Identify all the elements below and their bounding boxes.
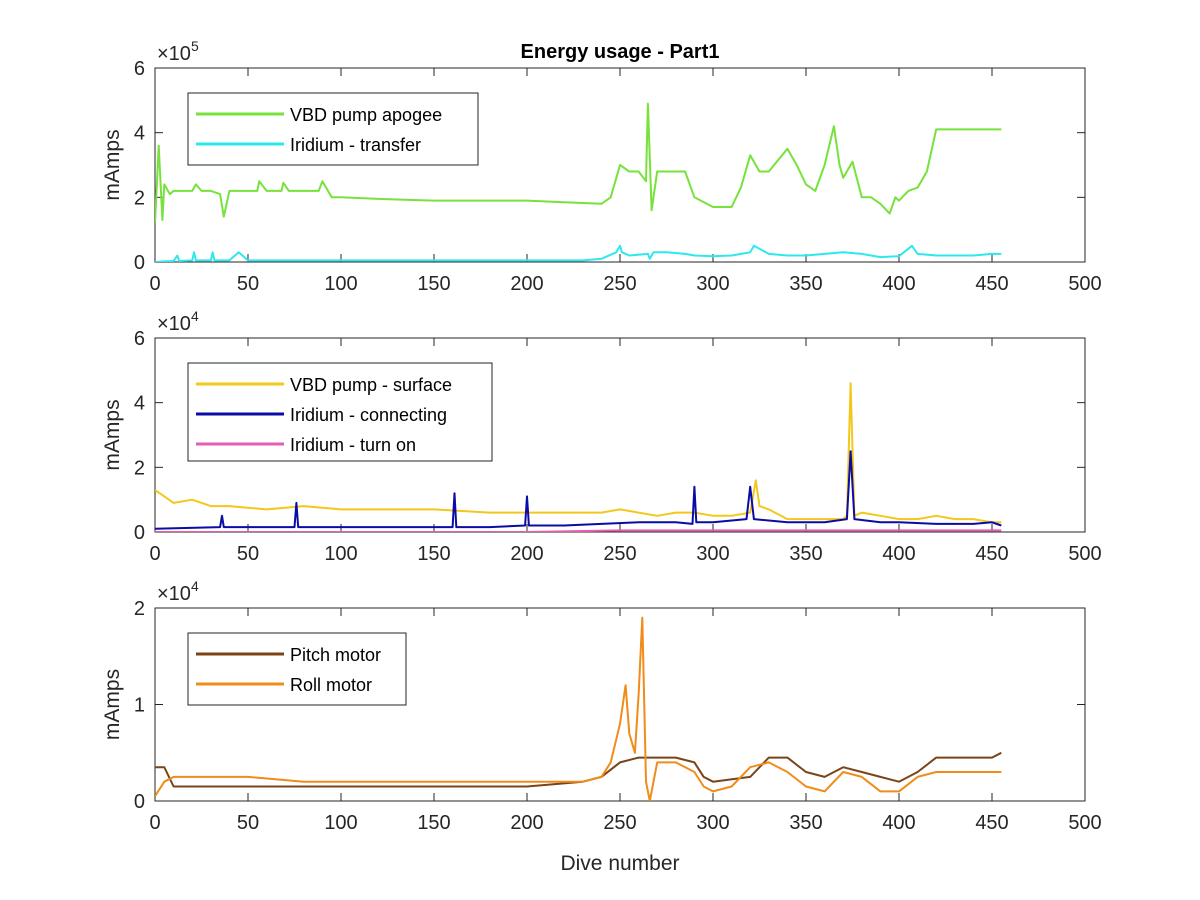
x-tick-label: 200: [510, 543, 543, 565]
x-tick-label: 50: [237, 812, 259, 834]
x-tick-label: 100: [324, 273, 357, 295]
x-tick-label: 350: [789, 273, 822, 295]
x-tick-label: 350: [789, 812, 822, 834]
series-line-2-1: [155, 382, 1002, 524]
legend-label: VBD pump - surface: [290, 375, 452, 395]
legend-label: Iridium - transfer: [290, 135, 421, 155]
series-line-2-3: [155, 529, 1002, 532]
figure-title: Energy usage - Part1: [521, 41, 720, 63]
y-tick-label: 2: [134, 598, 145, 620]
series-line-1-2: [155, 244, 1002, 262]
series-line-3-2: [155, 616, 1002, 801]
legend-label: Roll motor: [290, 675, 372, 695]
x-tick-label: 300: [696, 543, 729, 565]
x-tick-label: 350: [789, 543, 822, 565]
legend-box: [187, 92, 479, 166]
x-tick-label: 450: [975, 273, 1008, 295]
x-tick-label: 450: [975, 812, 1008, 834]
x-tick-label: 150: [417, 273, 450, 295]
x-axis-label: Dive number: [560, 852, 679, 875]
x-tick-label: 0: [149, 812, 160, 834]
series-line-3-1: [155, 751, 1002, 788]
series-line-1-1: [155, 102, 1002, 224]
y-axis-label: mAmps: [101, 399, 124, 470]
x-tick-label: 150: [417, 812, 450, 834]
x-tick-label: 100: [324, 812, 357, 834]
y-tick-label: 2: [134, 187, 145, 209]
x-tick-label: 100: [324, 543, 357, 565]
y-tick-label: 2: [134, 457, 145, 479]
x-tick-label: 200: [510, 273, 543, 295]
subplots: 0 50 100 150 200 250 300 350 400 450 5000246×105mA…: [101, 38, 1102, 834]
x-tick-label: 150: [417, 543, 450, 565]
y-exponent-base: ×10: [157, 583, 191, 605]
y-tick-label: 0: [134, 522, 145, 544]
x-tick-label: 400: [882, 812, 915, 834]
x-tick-label: 400: [882, 543, 915, 565]
x-tick-label: 500: [1068, 812, 1101, 834]
legend: Pitch motor Roll motor: [187, 632, 407, 706]
y-tick-label: 1: [134, 695, 145, 717]
y-tick-label: 6: [134, 328, 145, 350]
x-tick-label: 500: [1068, 543, 1101, 565]
y-exponent-base: ×10: [157, 313, 191, 335]
series-line-2-2: [155, 450, 1002, 530]
x-tick-label: 0: [149, 543, 160, 565]
x-tick-label: 500: [1068, 273, 1101, 295]
legend-box: [187, 632, 407, 706]
y-tick-label: 6: [134, 58, 145, 80]
subplot-2: 0 50 100 150 200 250 300 350 400 450 5000246×104mA…: [101, 308, 1102, 565]
x-tick-label: 300: [696, 273, 729, 295]
x-tick-label: 450: [975, 543, 1008, 565]
x-tick-label: 400: [882, 273, 915, 295]
x-tick-label: 250: [603, 543, 636, 565]
legend-label: Pitch motor: [290, 645, 381, 665]
y-exponent-label: ×104: [157, 308, 199, 335]
y-exponent-base: ×10: [157, 43, 191, 65]
y-tick-label: 4: [134, 123, 145, 145]
legend-label: Iridium - turn on: [290, 435, 416, 455]
y-axis-label: mAmps: [101, 669, 124, 740]
y-exponent-power: 4: [191, 308, 199, 324]
x-tick-label: 250: [603, 812, 636, 834]
x-tick-label: 0: [149, 273, 160, 295]
subplot-1: 0 50 100 150 200 250 300 350 400 450 500 0 2 4 6 ×105 mA…: [101, 38, 1102, 295]
y-tick-label: 4: [134, 393, 145, 415]
legend: VBD pump - surface Iridium - connecting Ir…: [187, 362, 493, 462]
y-exponent-label: ×104: [157, 578, 199, 605]
y-exponent-power: 4: [191, 578, 199, 594]
y-tick-label: 0: [134, 252, 145, 274]
legend-label: VBD pump apogee: [290, 105, 442, 125]
x-tick-label: 50: [237, 543, 259, 565]
legend-label: Iridium - connecting: [290, 405, 447, 425]
y-exponent-power: 5: [191, 38, 199, 54]
x-tick-label: 50: [237, 273, 259, 295]
subplot-3: 0 50 100 150 200 250 300 350 400 450 500 0 1 2 ×104 mAm…: [101, 578, 1102, 834]
legend: VBD pump apogee Iridium - transfer: [187, 92, 479, 166]
y-exponent-label: ×105: [157, 38, 199, 65]
x-tick-label: 200: [510, 812, 543, 834]
x-tick-label: 250: [603, 273, 636, 295]
y-axis-label: mAmps: [101, 129, 124, 200]
y-tick-label: 0: [134, 791, 145, 813]
x-tick-label: 300: [696, 812, 729, 834]
